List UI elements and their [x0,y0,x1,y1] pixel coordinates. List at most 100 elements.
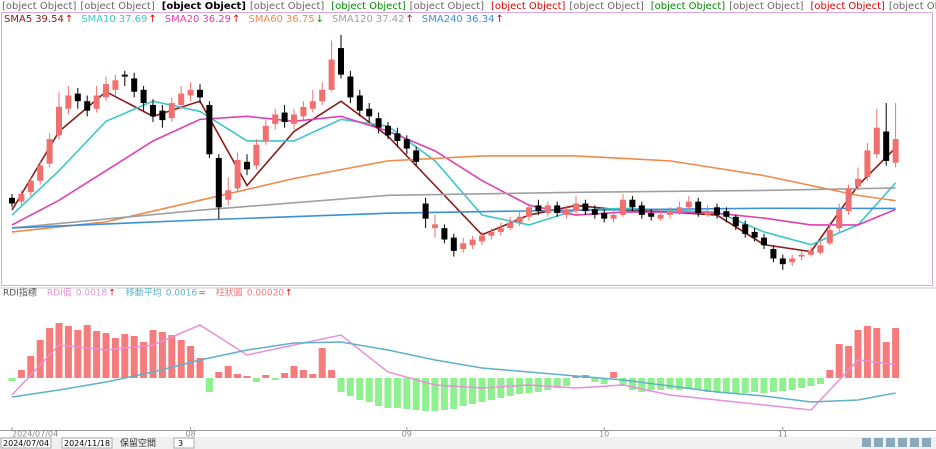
end-date-input[interactable] [61,437,113,449]
legend-name: SMA5 [4,14,32,25]
date-tick-label: 10 [599,430,609,439]
histogram-bar [845,346,853,378]
candle-body [262,125,269,141]
legend-arrow: ↑ [108,289,116,299]
legend-value: 0.00020 [247,289,284,299]
histogram-bar [431,378,439,411]
histogram-bar [741,378,749,393]
candle-body [864,150,871,177]
candle-body [197,89,203,98]
legend-arrow: ↑ [406,14,414,25]
candle-body [732,216,739,227]
legend-arrow: ↑ [148,14,156,25]
candle-body [93,95,100,109]
candle-body [817,245,824,253]
legend-name: SMA120 [332,14,373,25]
histogram-bar [36,340,44,378]
histogram-bar [64,326,72,378]
reserve-input[interactable] [173,437,195,449]
histogram-bar [93,331,101,378]
ma-line [11,90,897,253]
legend-value: 36.75 [286,14,315,25]
icon[interactable] [862,438,871,447]
histogram-bar [262,375,270,378]
histogram-bar [27,356,35,378]
histogram-bar [694,378,702,390]
toolbar-icons [862,438,931,447]
icon[interactable] [898,438,907,447]
legend-name: 移動平均 [126,287,162,299]
candle-body [488,231,495,236]
histogram-bar [553,378,561,388]
ma-line [11,207,896,229]
ma-line [11,115,896,226]
histogram-bar [224,366,232,378]
candle-body [178,93,185,105]
candle-body [131,78,138,92]
histogram-bar [478,378,486,402]
histogram-bar [469,378,477,404]
histogram-bar [619,378,627,386]
histogram-bar [610,372,618,378]
histogram-bar [271,378,279,380]
icon[interactable] [874,438,883,447]
candle-body [761,237,767,246]
histogram-bar [74,330,82,378]
candle-body [18,194,25,202]
candle-body [714,207,720,215]
histogram-bar [863,326,871,378]
candle-body [103,84,109,98]
candle-body [65,95,72,109]
histogram-bar [252,378,260,382]
candle-body [281,112,288,123]
histogram-bar [111,338,119,378]
candle-body [460,243,467,249]
histogram-bar [779,378,787,391]
histogram-bar [299,370,307,378]
header-item: [object Object] [80,1,154,12]
legend-arrow: ↑ [65,14,73,25]
histogram-bar [666,378,674,389]
candle-body [432,224,438,229]
legend-name: RDI值 [47,287,72,299]
candle-body [206,104,213,155]
histogram-bar [600,378,608,384]
header-item: [object Object] [250,1,324,12]
candle-body [121,74,128,77]
candle-body [187,89,194,96]
icon[interactable] [886,438,895,447]
candle-body [112,80,119,90]
ma-line [11,187,896,229]
candle-body [74,93,81,102]
histogram-bar [243,376,251,378]
histogram-bar [798,378,806,388]
candle-body [479,235,485,242]
indicator-line [11,341,896,403]
histogram-bar [816,378,824,384]
histogram-bar [563,378,571,386]
date-tick-label: 09 [402,430,412,439]
header-item: [object Object] [491,1,565,12]
ma-line [11,155,896,233]
header-item: [object Object] [811,1,885,12]
histogram-bar [892,328,900,378]
header-item: [object Object] [651,1,725,12]
candle-body [253,144,260,166]
legend-value: 0.0016 [166,289,198,299]
candle-body [516,216,523,223]
candle-body [695,201,702,213]
histogram-bar [591,378,599,382]
candle-body [544,205,551,213]
icon[interactable] [910,438,919,447]
candle-body [450,237,457,251]
histogram-bar [205,378,213,392]
candle-body [667,211,673,215]
candle-body [742,224,749,234]
candle-body [685,201,692,208]
icon[interactable] [922,438,931,447]
candle-body [836,209,843,229]
histogram-bar [675,378,683,390]
histogram-bar [234,374,242,378]
start-date-input[interactable] [0,437,52,449]
